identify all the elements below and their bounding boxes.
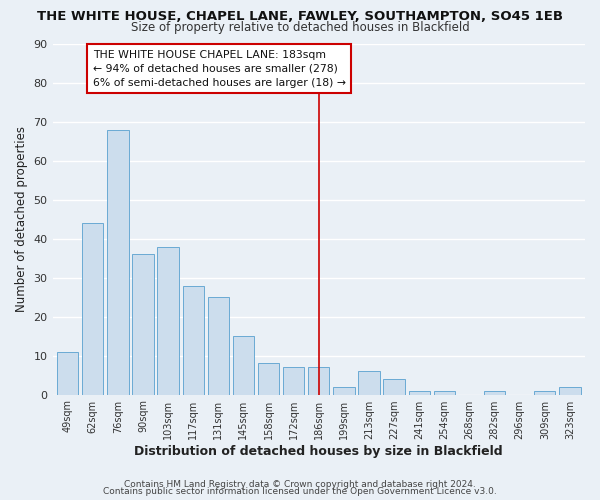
Text: THE WHITE HOUSE, CHAPEL LANE, FAWLEY, SOUTHAMPTON, SO45 1EB: THE WHITE HOUSE, CHAPEL LANE, FAWLEY, SO… [37, 10, 563, 23]
Bar [383, 379, 405, 394]
Text: Contains public sector information licensed under the Open Government Licence v3: Contains public sector information licen… [103, 488, 497, 496]
Bar [333, 387, 355, 394]
Bar [434, 390, 455, 394]
Bar [157, 246, 179, 394]
Bar [258, 364, 279, 394]
Bar [559, 387, 581, 394]
X-axis label: Distribution of detached houses by size in Blackfield: Distribution of detached houses by size … [134, 444, 503, 458]
Bar [534, 390, 556, 394]
Text: Contains HM Land Registry data © Crown copyright and database right 2024.: Contains HM Land Registry data © Crown c… [124, 480, 476, 489]
Bar [409, 390, 430, 394]
Bar [283, 368, 304, 394]
Bar [208, 297, 229, 394]
Bar [82, 223, 103, 394]
Y-axis label: Number of detached properties: Number of detached properties [15, 126, 28, 312]
Bar [182, 286, 204, 395]
Bar [57, 352, 78, 395]
Text: THE WHITE HOUSE CHAPEL LANE: 183sqm
← 94% of detached houses are smaller (278)
6: THE WHITE HOUSE CHAPEL LANE: 183sqm ← 94… [93, 50, 346, 88]
Bar [308, 368, 329, 394]
Bar [358, 371, 380, 394]
Bar [233, 336, 254, 394]
Bar [484, 390, 505, 394]
Bar [107, 130, 128, 394]
Text: Size of property relative to detached houses in Blackfield: Size of property relative to detached ho… [131, 21, 469, 34]
Bar [132, 254, 154, 394]
